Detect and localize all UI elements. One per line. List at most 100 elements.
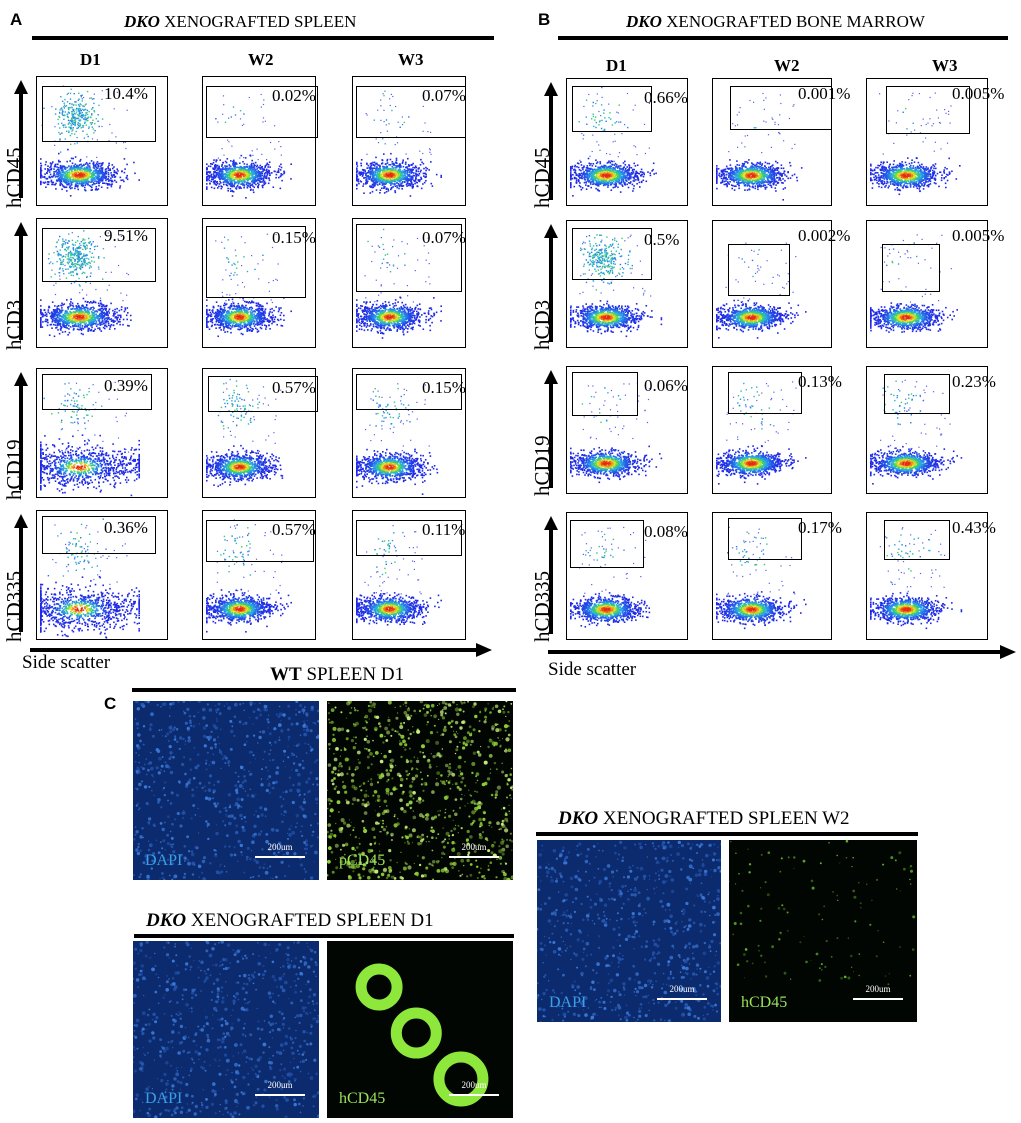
- scale-bar-label: 200um: [255, 1080, 305, 1090]
- panel_a-gate-r0-c0: [42, 86, 156, 142]
- panel_b-gate-percent-r2-c1: 0.13%: [798, 372, 842, 392]
- panel-b-y-arrow-r3: [544, 516, 558, 634]
- panel_b-gate-r1-c2: [882, 244, 940, 292]
- panel-b-row-label-r0: hCD45: [530, 147, 555, 208]
- scale-bar-label: 200um: [657, 984, 707, 994]
- panel-b-row-label-r1: hCD3: [530, 300, 555, 350]
- panel_a-gate-percent-r2-c0: 0.39%: [104, 376, 148, 396]
- panel-a-y-arrow-r0: [14, 80, 28, 198]
- panel_a-gate-r3-c2: [356, 520, 462, 556]
- panel_b-gate-percent-r3-c0: 0.08%: [644, 522, 688, 542]
- dko-w2-title: DKO XENOGRAFTED SPLEEN W2: [558, 808, 850, 830]
- panel-b-y-arrow-r1: [544, 224, 558, 342]
- panel_a-gate-percent-r3-c2: 0.11%: [422, 520, 465, 540]
- dko-d1-dapi-image: DAPI 200um: [133, 941, 319, 1118]
- dko-d1-rule: [134, 934, 514, 938]
- panel-b-y-arrow-r0: [544, 82, 558, 200]
- panel-a-col-w3: W3: [398, 50, 424, 70]
- panel_b-plot-r0-c0: [566, 78, 688, 206]
- panel_a-plot-r2-c2: [352, 368, 466, 498]
- panel_a-plot-r0-c2: [352, 76, 466, 206]
- panel_b-plot-r1-c1: [712, 220, 832, 348]
- panel-a-title: DKO XENOGRAFTED SPLEEN: [124, 12, 356, 32]
- panel_a-plot-r2-c1: [202, 368, 316, 498]
- panel_a-gate-r1-c0: [42, 228, 156, 282]
- panel_b-gate-r0-c0: [572, 86, 652, 132]
- panel_b-plot-r3-c1: [712, 512, 832, 640]
- panel_b-plot-r2-c2: [866, 366, 988, 494]
- panel-a-row-label-r3: hCD335: [2, 571, 27, 642]
- panel_a-gate-r1-c2: [356, 224, 462, 292]
- panel_a-plot-r1-c2: [352, 218, 466, 348]
- panel_b-gate-percent-r2-c0: 0.06%: [644, 376, 688, 396]
- panel_b-gate-percent-r1-c1: 0.002%: [798, 226, 850, 246]
- scale-bar: [657, 998, 707, 1000]
- panel-a-row-label-r1: hCD3: [2, 300, 27, 350]
- panel_a-gate-r3-c0: [42, 516, 156, 554]
- panel_a-plot-r1-c0: [36, 218, 168, 348]
- panel_b-gate-r3-c1: [728, 518, 802, 560]
- panel_b-gate-r2-c0: [572, 372, 638, 416]
- panel_a-gate-percent-r2-c2: 0.15%: [422, 378, 466, 398]
- panel_a-gate-r2-c0: [42, 374, 152, 410]
- panel-a-col-d1: D1: [80, 50, 101, 70]
- panel_a-gate-percent-r1-c0: 9.51%: [104, 226, 148, 246]
- panel_a-gate-percent-r0-c2: 0.07%: [422, 86, 466, 106]
- panel_a-gate-percent-r1-c1: 0.15%: [272, 228, 316, 248]
- panel_b-gate-percent-r0-c1: 0.001%: [798, 84, 850, 104]
- panel_a-plot-r2-c0: [36, 368, 168, 498]
- wt-dapi-image: DAPI 200um: [133, 701, 319, 880]
- scale-bar: [449, 1094, 499, 1096]
- panel_b-plot-r3-c0: [566, 512, 688, 640]
- scale-bar-label: 200um: [255, 842, 305, 852]
- panel_b-plot-r1-c2: [866, 220, 988, 348]
- panel_a-gate-percent-r1-c2: 0.07%: [422, 228, 466, 248]
- micro-channel-label: hCD45: [741, 994, 787, 1012]
- panel_b-gate-r0-c2: [886, 86, 970, 134]
- panel_b-gate-percent-r3-c2: 0.43%: [952, 518, 996, 538]
- scale-bar: [255, 1094, 305, 1096]
- panel-a-row-label-r0: hCD45: [2, 147, 27, 208]
- panel-b-title: DKO XENOGRAFTED BONE MARROW: [626, 12, 925, 32]
- micro-channel-label: pCD45: [339, 852, 385, 870]
- panel-b-letter: B: [538, 10, 550, 30]
- panel_b-plot-r3-c2: [866, 512, 988, 640]
- panel-a-y-arrow-r2: [14, 372, 28, 490]
- dko-w2-dapi-image: DAPI 200um: [537, 840, 721, 1022]
- panel_a-plot-r3-c2: [352, 510, 466, 640]
- panel-b-x-arrow: [548, 645, 1016, 659]
- panel-c-letter: C: [104, 694, 116, 714]
- panel_a-plot-r3-c1: [202, 510, 316, 640]
- micro-channel-label: hCD45: [339, 1090, 385, 1108]
- wt-pcd45-image: pCD45 200um: [327, 701, 513, 880]
- panel_b-gate-r0-c1: [730, 86, 832, 130]
- dko-d1-hcd45-image: hCD45 200um: [327, 941, 513, 1118]
- scale-bar: [853, 998, 903, 1000]
- panel-b-rule: [558, 36, 1008, 40]
- panel_a-gate-r2-c2: [356, 374, 462, 410]
- panel_b-gate-percent-r1-c2: 0.005%: [952, 226, 1004, 246]
- panel-a-col-w2: W2: [248, 50, 274, 70]
- panel-b-row-label-r2: hCD19: [530, 435, 555, 496]
- panel_a-gate-r1-c1: [206, 226, 306, 298]
- panel_a-plot-r0-c1: [202, 76, 316, 206]
- wt-spleen-rule: [132, 688, 516, 692]
- dko-w2-hcd45-image: hCD45 200um: [729, 840, 917, 1022]
- wt-spleen-title: WT SPLEEN D1: [270, 664, 404, 686]
- panel-b-col-w3: W3: [932, 56, 958, 76]
- panel-a-row-label-r2: hCD19: [2, 439, 27, 500]
- panel_b-gate-percent-r0-c2: 0.005%: [952, 84, 1004, 104]
- dko-d1-title: DKO XENOGRAFTED SPLEEN D1: [146, 910, 434, 932]
- panel-a-y-arrow-r3: [14, 514, 28, 632]
- panel_b-gate-percent-r3-c1: 0.17%: [798, 518, 842, 538]
- scale-bar-label: 200um: [449, 1080, 499, 1090]
- panel_b-gate-r2-c2: [884, 374, 950, 414]
- panel_a-gate-percent-r0-c1: 0.02%: [272, 86, 316, 106]
- panel_b-plot-r2-c0: [566, 366, 688, 494]
- panel_a-plot-r1-c1: [202, 218, 316, 348]
- panel-a-letter: A: [10, 10, 22, 30]
- panel_b-plot-r0-c2: [866, 78, 988, 206]
- dko-w2-rule: [536, 832, 918, 836]
- panel_a-gate-r0-c1: [206, 86, 318, 138]
- panel-a-y-arrow-r1: [14, 222, 28, 340]
